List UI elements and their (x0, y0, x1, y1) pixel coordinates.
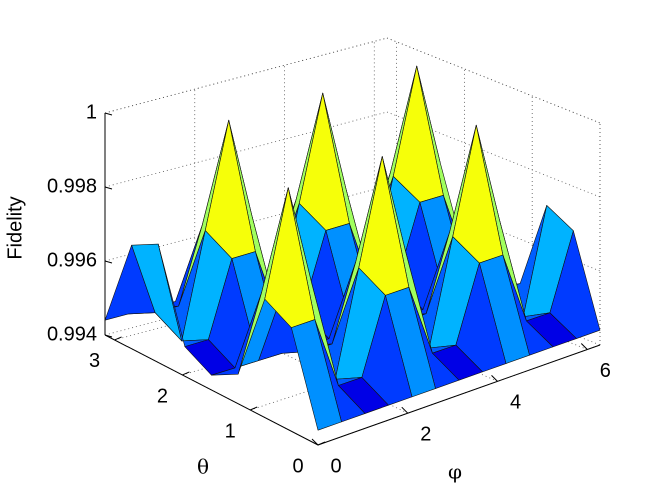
x-tick (491, 374, 498, 382)
box-edge (104, 37, 388, 114)
z-tick (104, 260, 113, 264)
z-tick-label: 0.998 (47, 175, 97, 197)
surface-patch (291, 319, 342, 431)
z-axis-label: Fidelity (4, 196, 26, 259)
x-tick-label: 4 (510, 392, 521, 414)
y-axis-label: θ (197, 455, 209, 479)
z-tick (104, 334, 113, 338)
x-tick-label: 2 (420, 423, 431, 445)
x-tick (580, 343, 588, 350)
y-tick-label: 0 (292, 455, 303, 477)
z-tick-label: 1 (86, 101, 97, 123)
x-tick-label: 6 (600, 360, 611, 382)
y-tick-label: 1 (225, 420, 236, 442)
x-tick (401, 406, 409, 414)
y-tick (250, 406, 258, 411)
z-tick (104, 112, 113, 116)
x-axis-label: φ (448, 460, 462, 484)
y-axis (104, 334, 319, 446)
z-tick (104, 186, 113, 190)
y-tick (317, 441, 326, 446)
y-tick-label: 2 (157, 385, 168, 407)
z-tick-label: 0.994 (47, 323, 97, 345)
grid-line (104, 111, 388, 188)
y-tick-label: 3 (89, 350, 100, 372)
z-tick-label: 0.996 (47, 249, 97, 271)
x-tick (311, 438, 319, 446)
y-tick (114, 336, 122, 341)
y-tick (182, 371, 190, 376)
x-axis (317, 344, 601, 446)
x-tick-label: 0 (330, 455, 341, 477)
grid-line (114, 263, 397, 341)
grid-line (104, 259, 388, 336)
